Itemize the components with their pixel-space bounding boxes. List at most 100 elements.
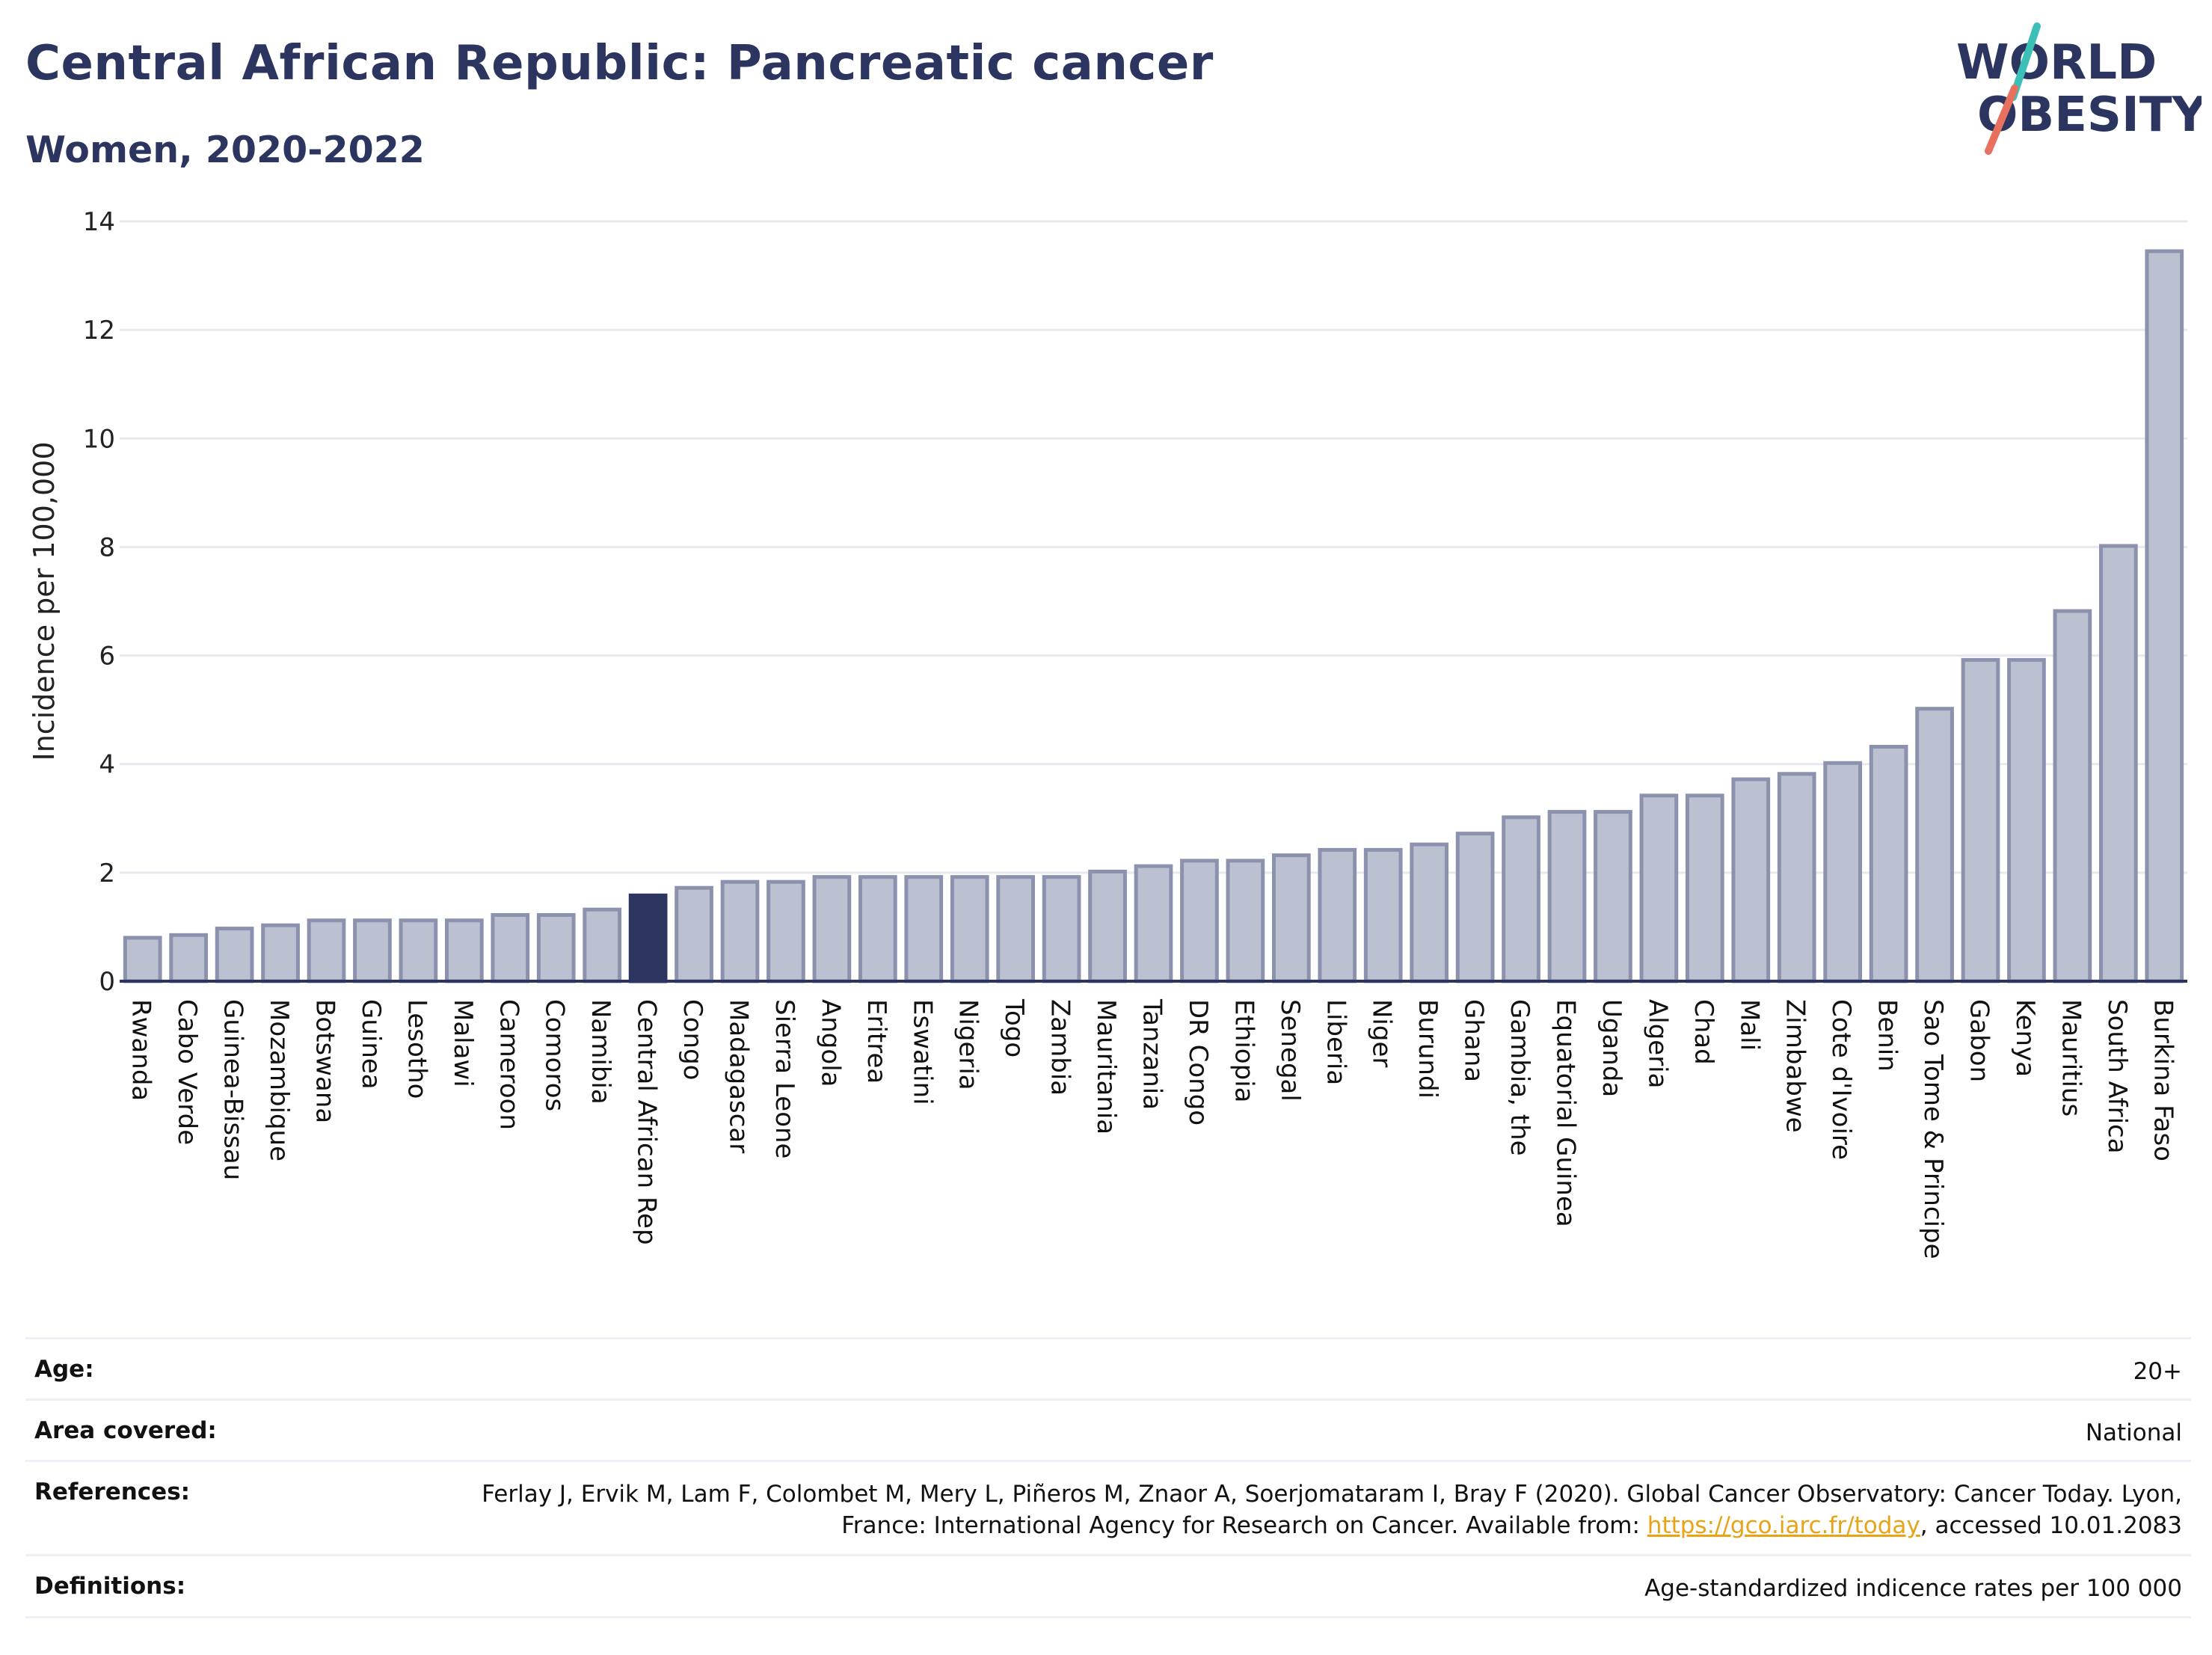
x-tick-label: DR Congo: [1183, 999, 1213, 1126]
bar: [2007, 657, 2046, 983]
x-tick-label: Cameroon: [494, 999, 523, 1130]
chart-title: Central African Republic: Pancreatic can…: [25, 36, 1214, 91]
bar: [1226, 859, 1265, 983]
bar-highlight: [628, 893, 668, 983]
y-tick-label: 6: [99, 642, 115, 672]
y-tick-label: 8: [99, 532, 115, 562]
bar: [812, 875, 852, 983]
bar: [1455, 832, 1495, 983]
bar: [2098, 544, 2138, 983]
x-tick-label: Senegal: [1275, 999, 1305, 1102]
references-accessed: , accessed 10.01.2083: [1920, 1512, 2182, 1539]
chart-subtitle: Women, 2020-2022: [25, 129, 425, 171]
y-axis-title: Incidence per 100,000: [28, 441, 61, 761]
x-tick-label: Mali: [1734, 999, 1764, 1051]
bar: [1869, 744, 1908, 983]
references-text: Ferlay J, Ervik M, Lam F, Colombet M, Me…: [482, 1481, 2182, 1539]
age-value: 20+: [2133, 1358, 2182, 1385]
meta-row-definitions: Definitions: Age-standardized indicence …: [25, 1554, 2191, 1618]
definitions-value: Age-standardized indicence rates per 100…: [1644, 1575, 2182, 1602]
x-tick-label: Central African Rep: [632, 999, 662, 1245]
world-obesity-logo: WORLD OBESITY: [1956, 22, 2202, 155]
x-tick-label: Burundi: [1413, 999, 1443, 1099]
x-tick-label: Cote d'Ivoire: [1826, 999, 1856, 1160]
x-tick-label: Kenya: [2010, 999, 2040, 1077]
x-tick-label: Malawi: [448, 999, 478, 1087]
logo-word-world: WORLD: [1956, 35, 2157, 90]
references-value: Ferlay J, Ervik M, Lam F, Colombet M, Me…: [462, 1479, 2182, 1541]
y-tick-label: 4: [99, 750, 115, 780]
bar: [2145, 249, 2184, 983]
bar: [766, 879, 805, 983]
bar: [491, 912, 530, 983]
bar: [353, 918, 392, 983]
bar: [1961, 657, 2000, 983]
definitions-label: Definitions:: [34, 1573, 186, 1600]
x-tick-label: Congo: [678, 999, 707, 1080]
x-tick-label: Gabon: [1964, 999, 1994, 1082]
bar: [1363, 847, 1403, 983]
x-tick-label: Zimbabwe: [1781, 999, 1810, 1133]
x-tick-label: Sao Tome & Principe: [1918, 999, 1948, 1259]
x-tick-label: Sierra Leone: [769, 999, 799, 1158]
bar: [1088, 869, 1127, 983]
metadata-table: Age: 20+ Area covered: National Referenc…: [25, 1337, 2191, 1618]
bar: [1134, 864, 1173, 983]
meta-row-references: References: Ferlay J, Ervik M, Lam F, Co…: [25, 1460, 2191, 1554]
age-label: Age:: [34, 1356, 94, 1383]
bar: [2053, 609, 2092, 983]
x-tick-label: Comoros: [540, 999, 570, 1111]
x-tick-label: Ghana: [1459, 999, 1489, 1082]
x-tick-label: Burkina Faso: [2148, 999, 2178, 1161]
x-tick-label: Mozambique: [264, 999, 294, 1161]
bar: [215, 927, 254, 983]
x-tick-label: Eritrea: [861, 999, 891, 1084]
bar: [261, 923, 300, 983]
bar: [307, 918, 346, 983]
x-tick-label: Algeria: [1642, 999, 1672, 1088]
bar: [858, 875, 897, 983]
bar: [583, 907, 622, 983]
x-tick-label: Chad: [1689, 999, 1718, 1065]
x-tick-label: Mauritius: [2056, 999, 2086, 1117]
x-tick-label: Mauritania: [1091, 999, 1121, 1134]
x-tick-label: Angola: [815, 999, 845, 1087]
x-tick-label: Cabo Verde: [172, 999, 202, 1145]
x-tick-label: Nigeria: [953, 999, 983, 1090]
x-tick-label: Zambia: [1045, 999, 1075, 1096]
x-tick-label: Rwanda: [126, 999, 156, 1101]
x-tick-label: Namibia: [586, 999, 615, 1105]
x-tick-label: Benin: [1872, 999, 1902, 1072]
x-tick-label: Togo: [999, 998, 1029, 1057]
y-tick-label: 12: [83, 316, 115, 346]
area-label: Area covered:: [34, 1417, 217, 1444]
x-tick-label: Uganda: [1597, 999, 1626, 1097]
x-tick-label: Lesotho: [402, 999, 431, 1099]
bar: [123, 936, 162, 983]
x-tick-label: Niger: [1367, 999, 1397, 1067]
bar: [1639, 793, 1679, 983]
bar: [536, 912, 576, 983]
x-tick-label: Eswatini: [907, 999, 937, 1105]
bar: [996, 875, 1036, 983]
x-tick-label: Guinea-Bissau: [218, 999, 248, 1180]
references-link[interactable]: https://gco.iarc.fr/today: [1647, 1512, 1920, 1539]
bar: [1823, 761, 1863, 983]
x-tick-label: Ethiopia: [1229, 999, 1259, 1102]
y-tick-label: 2: [99, 859, 115, 888]
meta-row-area: Area covered: National: [25, 1398, 2191, 1460]
bar: [904, 875, 944, 983]
y-tick-label: 0: [99, 967, 115, 997]
x-tick-label: Guinea: [356, 999, 386, 1090]
bar: [1318, 847, 1357, 983]
bar: [399, 918, 438, 983]
bar: [169, 933, 209, 983]
bar: [1547, 810, 1587, 983]
x-tick-label: Gambia, the: [1505, 999, 1534, 1156]
bar: [1685, 793, 1724, 983]
bar: [950, 875, 989, 983]
bar: [1180, 859, 1219, 983]
y-tick-label: 14: [83, 207, 115, 237]
bar: [675, 885, 713, 983]
bar: [1502, 815, 1540, 983]
